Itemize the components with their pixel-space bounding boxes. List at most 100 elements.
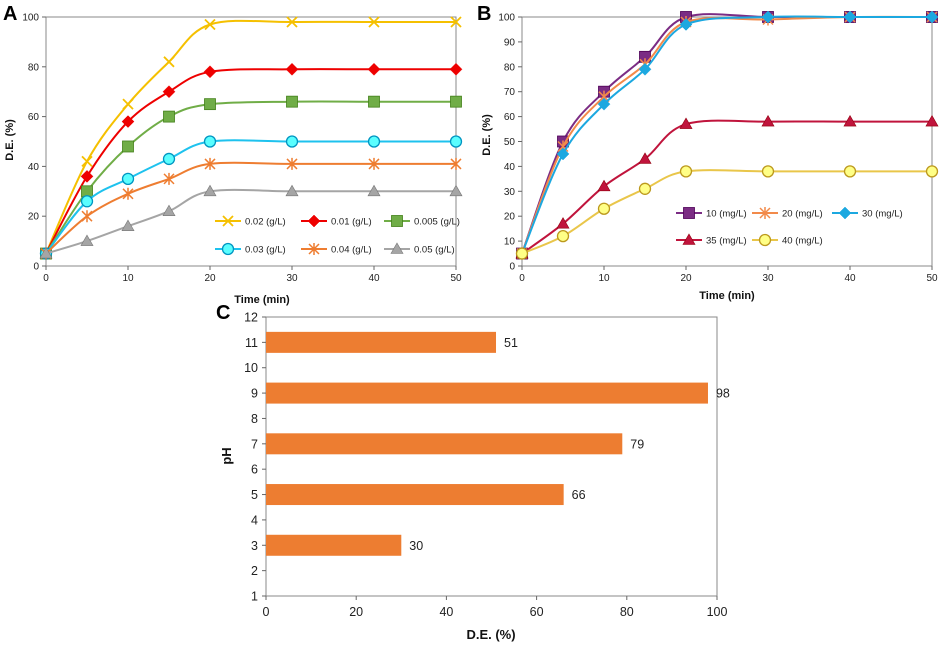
data-point-0-02-g-l: [81, 155, 93, 168]
panel-a-y-axis-title: D.E. (%): [4, 119, 16, 161]
data-point-0-02-g-l: [163, 56, 175, 68]
data-point-35-mg-l: [843, 114, 857, 127]
bar-ph-3: [266, 534, 402, 556]
series-line-0-005-g-l: [45, 100, 456, 255]
panel-c-ytick-label: 11: [245, 336, 258, 350]
panel-b-ytick-label: 10: [504, 237, 516, 248]
panel-b-legend-item: 30 (mg/L): [832, 206, 903, 220]
data-point-30-mg-l: [638, 62, 652, 76]
legend-label-0-01-g-l: 0.01 (g/L): [331, 217, 372, 228]
panel-a-xtick-label: 30: [286, 273, 298, 284]
data-point-40-mg-l: [515, 247, 529, 260]
data-point-0-01-g-l: [285, 62, 299, 76]
legend-marker-0-03-g-l: [221, 242, 235, 256]
panel-c-xtick-label: 80: [620, 605, 634, 619]
panel-a-series-0-01-g-l: [39, 62, 463, 260]
panel-c-ytick-label: 8: [251, 412, 258, 426]
data-point-0-02-g-l: [286, 16, 298, 28]
data-point-0-005-g-l: [368, 95, 380, 108]
panel-b-ytick-label: 90: [504, 37, 516, 48]
panel-a-ytick-label: 100: [22, 13, 39, 24]
data-point-0-05-g-l: [285, 184, 299, 197]
data-point-40-mg-l: [597, 202, 611, 215]
panel-c-xtick-label: 0: [263, 605, 270, 619]
data-point-35-mg-l: [597, 179, 611, 192]
panel-b-ytick-label: 20: [504, 212, 516, 223]
panel-a-legend-item: 0.005 (g/L): [384, 215, 460, 228]
legend-label-20-mg-l: 20 (mg/L): [782, 209, 823, 220]
bar-ph-11: [266, 331, 497, 353]
bar-label-ph-3: 30: [409, 539, 423, 553]
panel-b-legend-item: 10 (mg/L): [676, 207, 747, 220]
data-point-0-04-g-l: [122, 187, 134, 200]
panel-c-xtick-label: 60: [530, 605, 544, 619]
data-point-40-mg-l: [679, 165, 693, 178]
panel-b-series-35-mg-l: [515, 114, 939, 259]
legend-marker-0-05-g-l: [390, 242, 404, 254]
panel-c-ytick-label: 9: [251, 387, 258, 401]
data-point-0-04-g-l: [450, 157, 462, 170]
panel-b-xtick-label: 0: [519, 273, 525, 284]
panel-b-ytick-label: 50: [504, 137, 516, 148]
panel-b-ytick-label: 30: [504, 187, 516, 198]
panel-a-xtick-label: 50: [450, 273, 462, 284]
data-point-0-05-g-l: [162, 204, 176, 217]
bar-ph-5: [266, 484, 564, 506]
data-point-0-02-g-l: [122, 98, 134, 110]
data-point-30-mg-l: [556, 147, 570, 161]
panel-b-ytick-label: 60: [504, 112, 516, 123]
data-point-0-05-g-l: [367, 184, 381, 197]
panel-a-x-axis-title: Time (min): [234, 294, 290, 306]
panel-b-ytick-label: 100: [498, 13, 515, 24]
panel-a-xtick-label: 40: [368, 273, 380, 284]
legend-label-0-005-g-l: 0.005 (g/L): [414, 217, 460, 228]
data-point-35-mg-l: [761, 114, 775, 127]
panel-a-series-0-03-g-l: [39, 135, 463, 260]
data-point-40-mg-l: [843, 165, 857, 178]
data-point-30-mg-l: [843, 10, 857, 24]
legend-marker-20-mg-l: [759, 207, 771, 219]
data-point-0-01-g-l: [203, 65, 217, 79]
panel-c-xtick-label: 100: [707, 605, 728, 619]
panel-a-ytick-label: 60: [28, 112, 40, 123]
legend-marker-0-02-g-l: [222, 215, 234, 227]
panel-a-legend-item: 0.04 (g/L): [301, 243, 372, 256]
bar-label-ph-9: 98: [716, 387, 730, 401]
panel-b-series-30-mg-l: [515, 10, 939, 260]
panel-b-line-chart: B 0 10 20 30 40 50 60 70 80 90 100 0 10 20 30 40 50 Time (…: [477, 3, 939, 302]
data-point-0-04-g-l: [81, 210, 93, 223]
data-point-0-01-g-l: [367, 62, 381, 76]
panel-b-legend-item: 40 (mg/L): [752, 233, 823, 247]
legend-label-30-mg-l: 30 (mg/L): [862, 209, 903, 220]
data-point-0-03-g-l: [285, 135, 299, 148]
bar-label-ph-7: 79: [630, 437, 644, 451]
panel-a-ytick-label: 0: [33, 262, 39, 273]
data-point-35-mg-l: [679, 117, 693, 129]
data-point-0-05-g-l: [203, 184, 217, 197]
panel-c-ytick-label: 1: [251, 590, 258, 604]
panel-b-series-20-mg-l: [516, 11, 938, 260]
panel-b-ytick-label: 80: [504, 62, 516, 73]
data-point-0-005-g-l: [163, 110, 175, 123]
panel-c-x-axis-title: D.E. (%): [466, 627, 515, 642]
data-point-0-05-g-l: [39, 246, 53, 259]
data-point-0-01-g-l: [162, 85, 176, 99]
legend-label-10-mg-l: 10 (mg/L): [706, 209, 747, 220]
panel-b-xtick-label: 40: [844, 273, 856, 284]
panel-c-ytick-label: 10: [244, 361, 258, 375]
panel-b-y-axis-title: D.E. (%): [481, 114, 493, 156]
series-line-0-03-g-l: [45, 139, 456, 255]
panel-b-plot-frame: [521, 16, 933, 267]
data-point-0-03-g-l: [203, 135, 217, 148]
panel-c-ytick-label: 6: [251, 463, 258, 477]
data-point-0-005-g-l: [286, 95, 298, 108]
panel-b-legend-item: 20 (mg/L): [752, 207, 823, 220]
data-point-0-04-g-l: [163, 172, 175, 185]
panel-a-series-0-02-g-l: [40, 16, 462, 260]
panel-c-ytick-label: 12: [244, 311, 258, 325]
data-point-0-05-g-l: [80, 234, 94, 246]
legend-marker-35-mg-l: [682, 233, 696, 245]
panel-a-ytick-label: 80: [28, 62, 40, 73]
legend-marker-30-mg-l: [838, 206, 852, 220]
